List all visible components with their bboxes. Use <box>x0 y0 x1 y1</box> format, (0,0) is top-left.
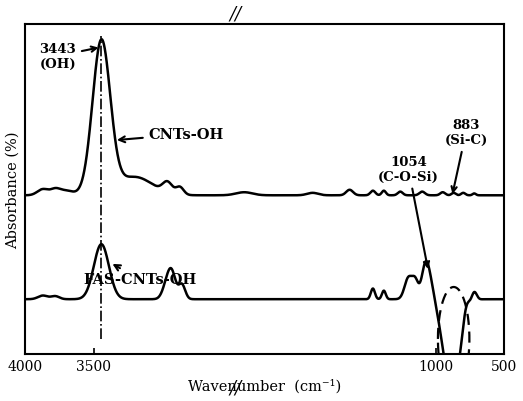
Text: 1054
(C-O-Si): 1054 (C-O-Si) <box>378 156 439 267</box>
Text: //: // <box>230 379 242 397</box>
Text: 3443
(OH): 3443 (OH) <box>40 43 96 71</box>
Text: CNTs-OH: CNTs-OH <box>119 128 224 143</box>
Text: 883
(Si-C): 883 (Si-C) <box>445 119 487 192</box>
Text: FAS-CNTs-OH: FAS-CNTs-OH <box>83 265 196 287</box>
Text: //: // <box>230 6 242 23</box>
X-axis label: Wavenumber  (cm⁻¹): Wavenumber (cm⁻¹) <box>188 379 342 393</box>
Y-axis label: Absorbance (%): Absorbance (%) <box>6 131 19 248</box>
